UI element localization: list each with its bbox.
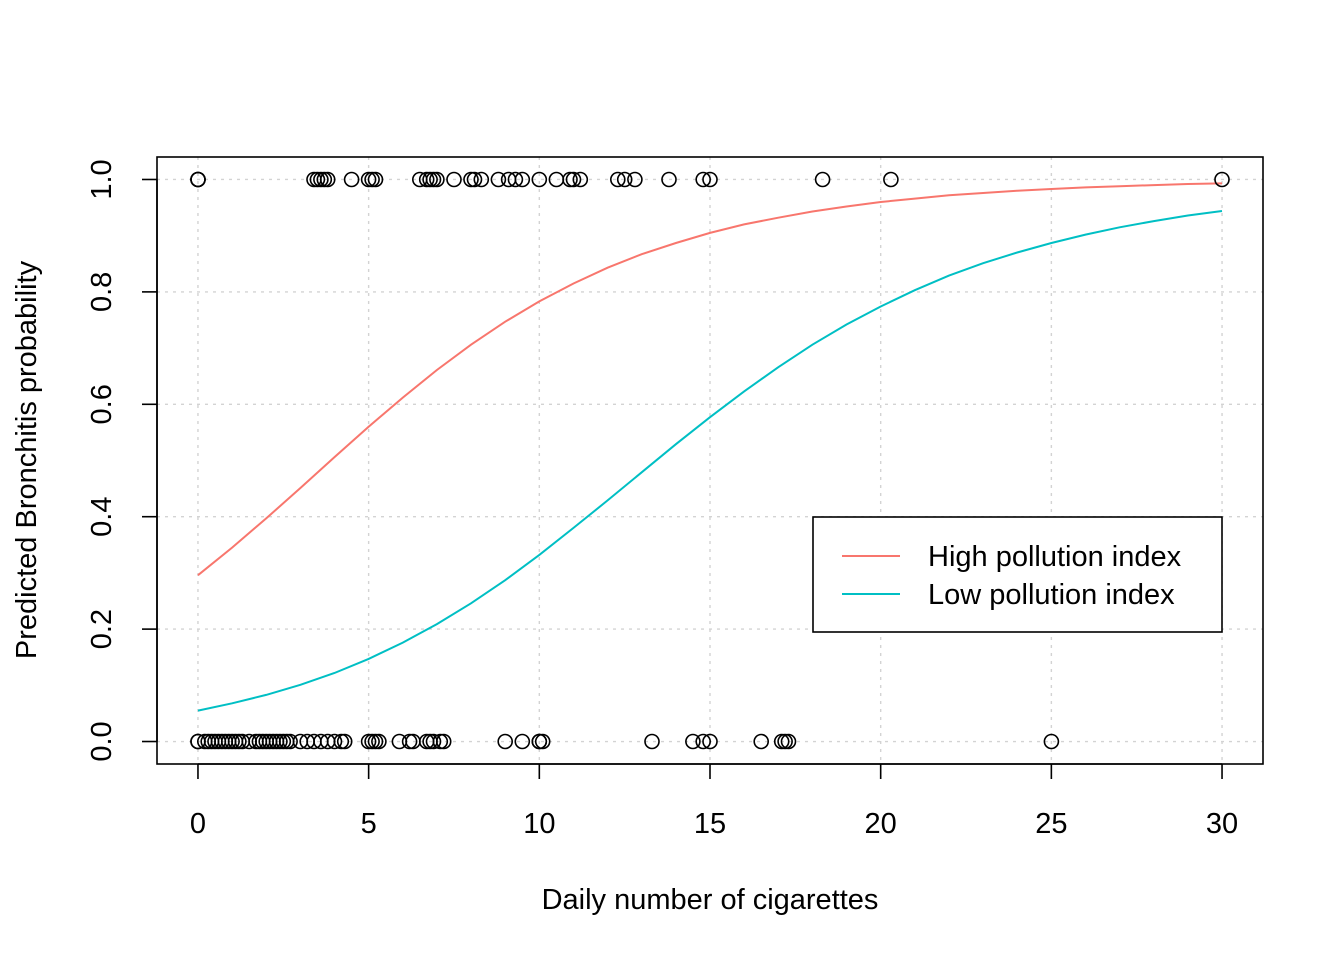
data-point xyxy=(429,171,445,188)
low-pollution-curve xyxy=(197,210,1223,712)
data-point xyxy=(336,733,353,750)
grid-lines xyxy=(157,157,1263,764)
data-point xyxy=(446,171,462,188)
data-point xyxy=(190,171,206,188)
x-tick-label: 25 xyxy=(1035,808,1067,840)
data-point xyxy=(490,171,507,188)
data-point xyxy=(473,171,490,188)
data-point xyxy=(780,733,797,750)
data-point xyxy=(627,171,643,188)
legend-entry-high: High pollution index xyxy=(928,541,1182,573)
data-point xyxy=(616,171,633,188)
data-point xyxy=(609,171,626,188)
data-point xyxy=(319,171,336,188)
x-tick-label: 20 xyxy=(865,808,897,840)
legend: High pollution index Low pollution index xyxy=(812,516,1223,633)
y-axis: 0.0 0.2 0.4 0.6 0.8 1.0 xyxy=(86,159,158,762)
y-axis-label: Predicted Bronchitis probability xyxy=(11,260,43,659)
legend-box xyxy=(812,516,1223,633)
y-tick-label: 0.6 xyxy=(86,384,118,424)
data-point xyxy=(753,733,770,750)
data-point xyxy=(695,733,712,750)
data-point xyxy=(531,171,548,188)
data-point xyxy=(425,733,442,750)
y-tick-label: 1.0 xyxy=(86,159,118,199)
x-tick-label: 10 xyxy=(523,808,555,840)
data-point xyxy=(466,171,483,188)
data-point xyxy=(367,171,384,188)
data-point xyxy=(814,171,831,188)
data-point xyxy=(282,733,298,750)
y-tick-label: 0.2 xyxy=(86,609,118,649)
data-point xyxy=(326,733,343,750)
data-point xyxy=(507,171,524,188)
y-tick-label: 0.0 xyxy=(86,721,118,761)
data-point xyxy=(702,171,718,188)
x-axis-label: Daily number of cigarettes xyxy=(542,884,879,916)
data-point xyxy=(514,733,531,750)
data-point xyxy=(360,171,377,188)
data-point xyxy=(695,171,712,188)
data-point xyxy=(1214,171,1230,188)
data-point xyxy=(514,171,531,188)
data-point xyxy=(309,171,326,188)
data-point xyxy=(702,733,718,750)
y-tick-label: 0.8 xyxy=(86,272,118,312)
data-point xyxy=(644,733,660,750)
data-point xyxy=(883,171,899,188)
data-point xyxy=(562,171,578,188)
x-tick-label: 5 xyxy=(361,808,377,840)
data-point xyxy=(463,171,479,188)
x-axis: 0 5 10 15 20 25 30 xyxy=(190,763,1238,840)
observed-points xyxy=(190,171,1230,750)
data-point xyxy=(572,171,589,188)
data-point xyxy=(534,733,551,750)
legend-entry-low: Low pollution index xyxy=(928,579,1175,611)
x-tick-label: 0 xyxy=(190,808,206,840)
fitted-curves xyxy=(197,182,1223,712)
high-pollution-curve xyxy=(197,182,1223,576)
x-tick-label: 15 xyxy=(694,808,726,840)
data-point xyxy=(685,733,701,750)
data-point xyxy=(661,171,677,188)
data-point xyxy=(371,733,387,750)
data-point xyxy=(497,733,514,750)
x-tick-label: 30 xyxy=(1206,808,1238,840)
y-tick-label: 0.4 xyxy=(86,497,118,537)
plot-frame xyxy=(156,156,1264,765)
data-point xyxy=(565,171,582,188)
data-point xyxy=(360,733,377,750)
data-point xyxy=(343,171,360,188)
data-point xyxy=(435,733,452,750)
data-point xyxy=(1043,733,1060,750)
